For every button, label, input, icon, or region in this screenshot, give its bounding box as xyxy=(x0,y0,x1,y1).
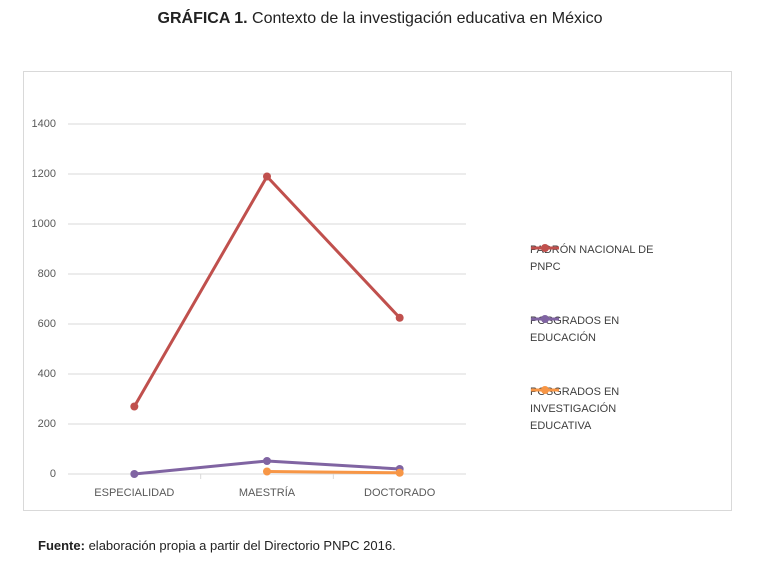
point xyxy=(130,402,139,411)
point xyxy=(395,468,404,477)
title: GRÁFICA 1. Contexto de la investigación … xyxy=(0,10,760,28)
y-tick-label: 800 xyxy=(38,268,56,280)
y-tick-label: 200 xyxy=(38,418,56,430)
legend-item: POSGRADOS EN EDUCACIÓN xyxy=(530,313,720,347)
legend-item: PADRÓN NACIONAL DE PNPC xyxy=(530,242,720,276)
x-tick-label: ESPECIALIDAD xyxy=(94,487,174,499)
legend-label: POSGRADOS EN INVESTIGACIÓN EDUCATIVA xyxy=(530,386,620,432)
legend-swatch xyxy=(531,244,559,252)
y-tick-label: 1400 xyxy=(32,118,56,130)
legend-label: PADRÓN NACIONAL DE PNPC xyxy=(530,244,654,273)
point xyxy=(263,457,271,465)
legend-item: POSGRADOS EN INVESTIGACIÓN EDUCATIVA xyxy=(530,384,720,435)
x-tick-label: MAESTRÍA xyxy=(239,486,296,499)
source: Fuente: elaboración propia a partir del … xyxy=(38,538,396,553)
y-tick-label: 1000 xyxy=(32,218,56,230)
series-line xyxy=(266,470,400,475)
point xyxy=(395,313,404,322)
chart-frame xyxy=(23,71,732,511)
y-tick-label: 600 xyxy=(38,318,56,330)
title-prefix: GRÁFICA 1. xyxy=(157,10,248,27)
x-tick-label: DOCTORADO xyxy=(364,487,436,499)
source-text: elaboración propia a partir del Director… xyxy=(88,538,396,553)
point xyxy=(263,467,271,476)
chart-title: Contexto de la investigación educativa e… xyxy=(252,10,603,27)
y-tick-label: 0 xyxy=(50,468,56,480)
legend-swatch xyxy=(531,386,559,394)
y-tick-label: 1200 xyxy=(32,168,56,180)
legend-swatch xyxy=(531,315,559,323)
y-tick-label: 400 xyxy=(38,368,56,380)
source-label: Fuente: xyxy=(38,538,85,553)
point xyxy=(130,470,139,478)
point xyxy=(263,172,271,181)
